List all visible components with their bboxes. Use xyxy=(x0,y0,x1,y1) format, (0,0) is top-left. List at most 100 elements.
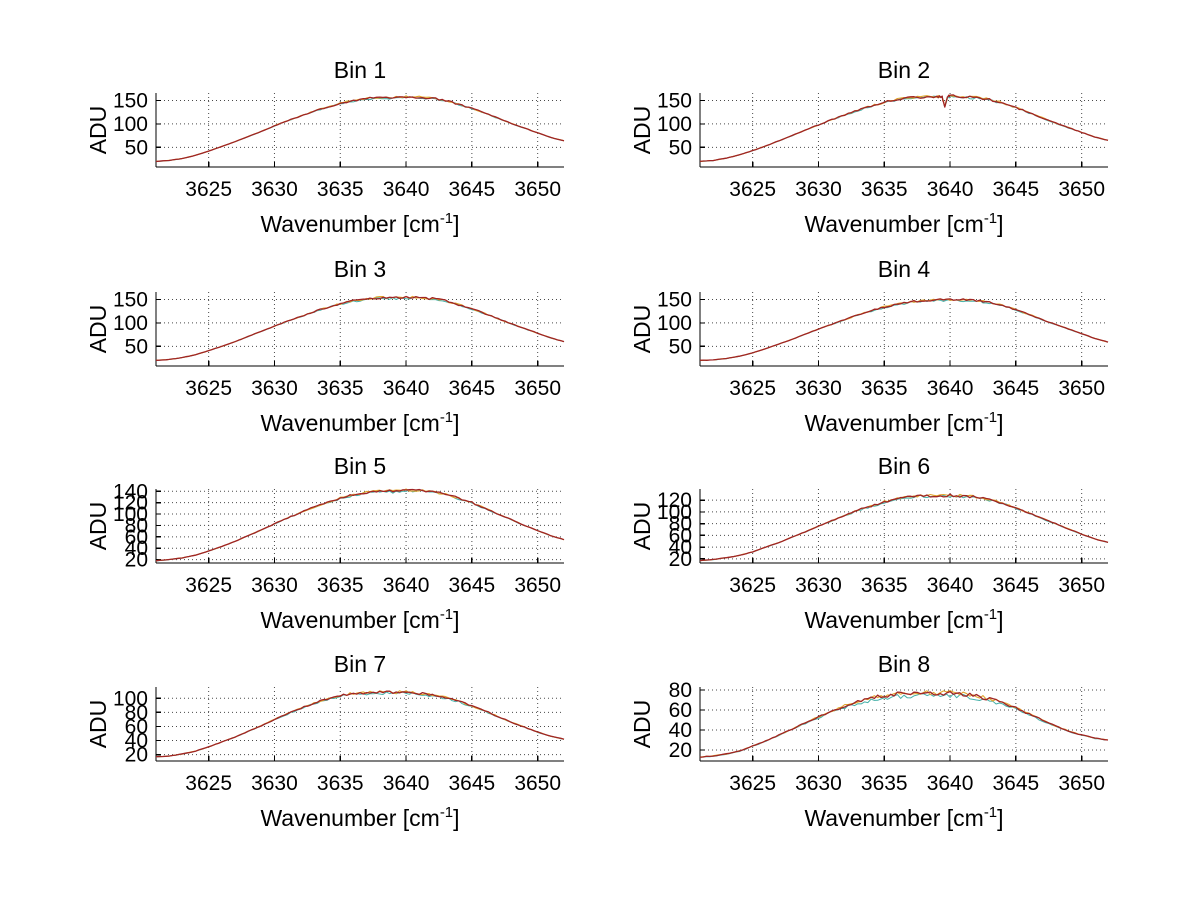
y-tick-label: 20 xyxy=(125,744,148,767)
y-tick-label: 100 xyxy=(657,312,692,335)
y-axis-label: ADU xyxy=(629,305,655,354)
x-tick-label: 3645 xyxy=(993,377,1040,400)
plot-title: Bin 6 xyxy=(878,453,930,479)
x-tick-label: 3640 xyxy=(927,178,974,201)
spectrum-trace-spectrum-run-red xyxy=(155,690,565,758)
x-tick-label: 3645 xyxy=(449,772,496,795)
x-tick-label: 3645 xyxy=(993,178,1040,201)
plot-title: Bin 1 xyxy=(334,57,386,83)
y-tick-label: 20 xyxy=(669,548,692,571)
y-tick-label: 100 xyxy=(113,687,148,710)
axes xyxy=(155,93,564,168)
y-tick-label: 100 xyxy=(113,312,148,335)
spectrum-trace-spectrum-run-orange xyxy=(699,493,1109,562)
y-tick-label: 40 xyxy=(669,536,692,559)
y-tick-label: 50 xyxy=(125,335,148,358)
spectrum-trace-spectrum-run-red xyxy=(155,488,565,562)
grid-lines xyxy=(700,687,1108,761)
axes xyxy=(155,489,564,564)
y-tick-label: 150 xyxy=(113,288,148,311)
x-tick-label: 3635 xyxy=(861,377,908,400)
x-tick-label: 3650 xyxy=(514,772,561,795)
y-tick-label: 60 xyxy=(669,524,692,547)
x-tick-label: 3650 xyxy=(1058,377,1105,400)
spectrum-trace-spectrum-run-orange xyxy=(155,95,565,162)
x-tick-label: 3640 xyxy=(383,772,430,795)
x-tick-label: 3625 xyxy=(185,574,232,597)
x-tick-label: 3650 xyxy=(1058,772,1105,795)
x-tick-label: 3630 xyxy=(795,574,842,597)
subplot-bin-7: Bin 7 20 40 60 80 100 3625 3630 3635 3640 3645 3650… xyxy=(30,650,600,849)
x-axis-label: Wavenumber [cm-1] xyxy=(804,210,1003,237)
x-tick-label: 3650 xyxy=(514,574,561,597)
grid-lines xyxy=(156,687,564,761)
y-tick-label: 150 xyxy=(113,89,148,112)
y-tick-label: 100 xyxy=(657,113,692,136)
y-axis-label: ADU xyxy=(85,502,111,551)
y-axis-label: ADU xyxy=(85,106,111,155)
spectrum-trace-spectrum-run-teal xyxy=(155,96,565,162)
grid-lines xyxy=(700,93,1108,167)
axes xyxy=(155,292,564,367)
spectrum-trace-spectrum-run-red xyxy=(699,690,1109,758)
x-tick-label: 3650 xyxy=(1058,574,1105,597)
y-tick-label: 60 xyxy=(125,526,148,549)
y-tick-label: 60 xyxy=(669,699,692,722)
x-tick-label: 3640 xyxy=(927,574,974,597)
y-tick-label: 80 xyxy=(125,514,148,537)
spectrum-trace-spectrum-run-orange xyxy=(699,690,1109,758)
x-tick-label: 3640 xyxy=(927,772,974,795)
y-axis-label: ADU xyxy=(629,106,655,155)
spectrum-trace-spectrum-run-red xyxy=(155,295,565,361)
y-tick-label: 80 xyxy=(669,679,692,702)
y-tick-label: 150 xyxy=(657,288,692,311)
spectrum-trace-spectrum-run-red xyxy=(699,298,1109,361)
plot-title: Bin 4 xyxy=(878,256,931,282)
spectrum-trace-spectrum-run-orange xyxy=(155,488,565,562)
y-tick-label: 100 xyxy=(113,113,148,136)
y-tick-label: 50 xyxy=(669,335,692,358)
plot-title: Bin 3 xyxy=(334,256,386,282)
plot-title: Bin 2 xyxy=(878,57,930,83)
axes xyxy=(155,687,564,762)
spectrum-trace-spectrum-run-orange xyxy=(699,94,1109,162)
y-tick-label: 120 xyxy=(657,489,692,512)
x-tick-label: 3635 xyxy=(317,772,364,795)
spectrum-trace-spectrum-run-teal xyxy=(699,95,1109,162)
x-tick-label: 3635 xyxy=(317,178,364,201)
grid-lines xyxy=(700,489,1108,563)
x-tick-label: 3630 xyxy=(795,772,842,795)
x-axis-label: Wavenumber [cm-1] xyxy=(260,606,459,633)
grid-lines xyxy=(156,93,564,167)
plot-title: Bin 5 xyxy=(334,453,386,479)
x-tick-label: 3625 xyxy=(729,377,776,400)
x-tick-label: 3645 xyxy=(449,178,496,201)
spectrum-trace-spectrum-run-orange xyxy=(155,295,565,361)
y-axis-label: ADU xyxy=(629,700,655,749)
x-tick-label: 3640 xyxy=(383,574,430,597)
grid-lines xyxy=(700,292,1108,366)
x-tick-label: 3640 xyxy=(383,178,430,201)
grid-lines xyxy=(156,489,564,563)
subplot-bin-2: Bin 2 50 100 150 3625 3630 3635 3640 3645 3650 ADU… xyxy=(574,56,1144,255)
y-axis-label: ADU xyxy=(629,502,655,551)
y-tick-label: 100 xyxy=(113,503,148,526)
x-tick-label: 3650 xyxy=(514,178,561,201)
grid-lines xyxy=(156,292,564,366)
x-axis-label: Wavenumber [cm-1] xyxy=(260,804,459,831)
y-tick-label: 50 xyxy=(669,136,692,159)
x-tick-label: 3625 xyxy=(185,377,232,400)
subplot-bin-5: Bin 5 20 40 60 80 100 120 140 3625 3630 3635 3640 36… xyxy=(30,452,600,651)
subplot-bin-3: Bin 3 50 100 150 3625 3630 3635 3640 3645 3650 ADU… xyxy=(30,255,600,454)
y-tick-label: 40 xyxy=(669,719,692,742)
x-tick-label: 3630 xyxy=(795,178,842,201)
x-tick-label: 3645 xyxy=(993,574,1040,597)
x-tick-label: 3630 xyxy=(251,178,298,201)
